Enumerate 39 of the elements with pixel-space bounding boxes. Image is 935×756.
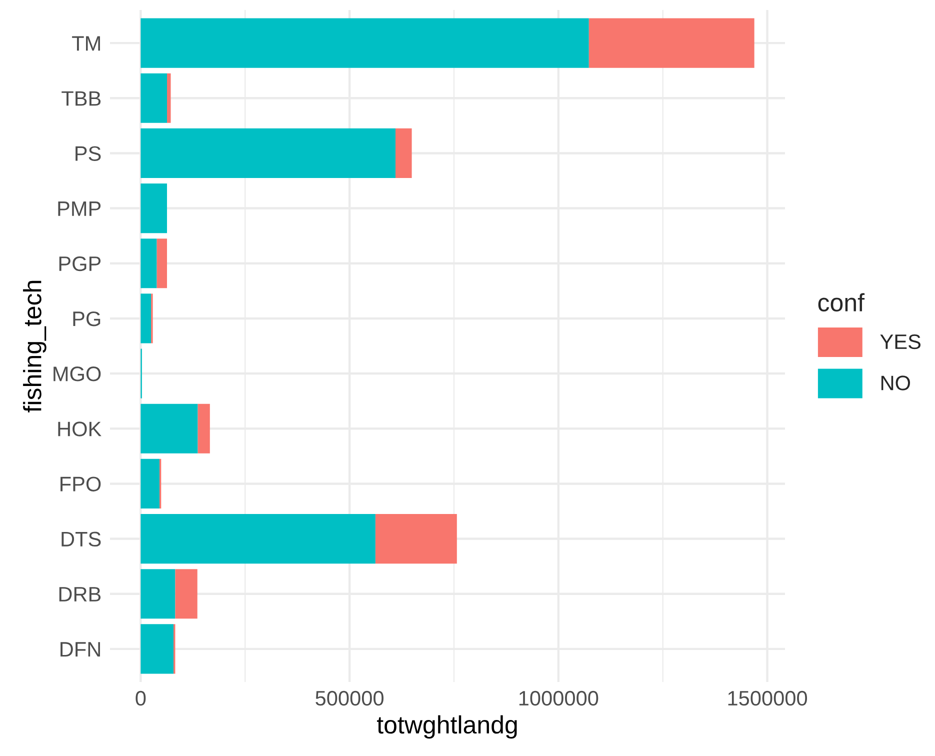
bar [140,624,174,674]
y-tick-label: HOK [58,422,102,436]
legend-label: YES [880,334,920,350]
bar [198,404,210,454]
bar [140,73,167,123]
bar [395,128,412,178]
bar [140,184,167,234]
y-tick-label: MGO [54,366,101,382]
y-tick-label: DRB [59,587,101,602]
bar [140,128,396,178]
y-tick-label: TBB [62,91,101,106]
x-axis-title: totwghtlandg [377,715,517,739]
y-tick-label: PG [73,311,100,326]
bar [140,18,589,68]
x-tick-label: 1500000 [728,690,808,706]
bar [375,514,457,564]
x-tick-label: 1000000 [519,690,598,706]
bar [140,238,157,288]
bar [167,73,171,123]
bar [588,18,754,68]
y-tick-label: DFN [60,642,100,656]
y-tick-label: PGP [59,256,101,272]
bar [140,294,152,344]
x-tick-label: 500000 [316,690,384,706]
bar [140,458,160,508]
bar [175,569,198,619]
bar [156,238,167,288]
legend-label: NO [881,376,910,390]
bar [140,569,176,619]
y-tick-label: PMP [58,202,101,216]
x-tick-label: 0 [136,690,146,706]
y-axis-title: fishing_tech [23,280,46,412]
bar [140,514,376,564]
legend-title: conf [818,293,865,312]
bar [140,404,198,454]
y-tick-label: PS [76,146,101,161]
y-tick-label: FPO [60,476,101,492]
y-tick-label: DTS [62,532,101,547]
y-tick-label: TM [72,36,100,51]
